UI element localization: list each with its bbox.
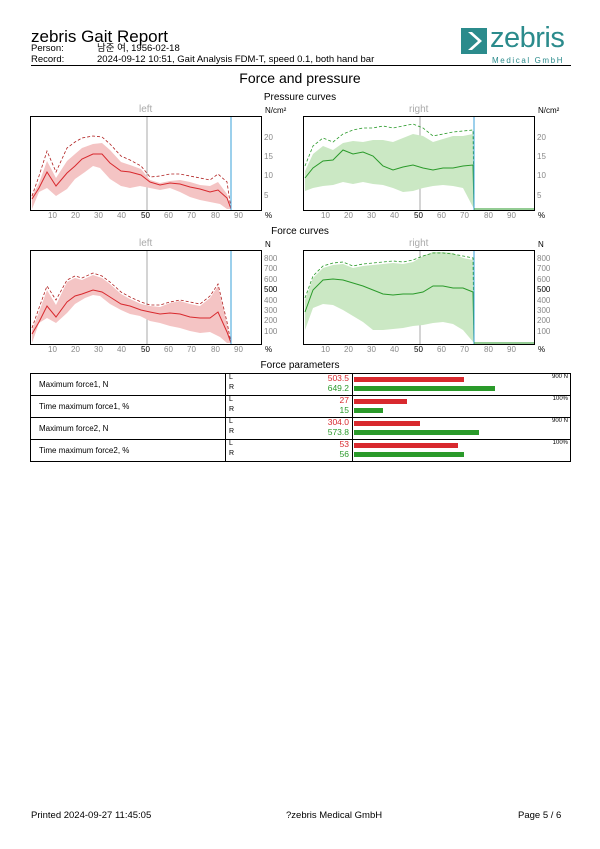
pressure-right-mean	[304, 149, 475, 210]
param-r-value: 573.8	[327, 427, 349, 437]
logo-sub: Medical GmbH	[492, 56, 565, 65]
param-label: Time maximum force1, %	[30, 395, 226, 418]
pressure-left-yticks: 20 15 10 5	[264, 133, 273, 200]
param-r-tag: R	[229, 428, 235, 435]
param-l-bar	[354, 443, 458, 448]
pressure-left-max	[31, 135, 232, 210]
pressure-left-xticks: 10 20 30 40 50 60 70 80 90	[48, 211, 243, 220]
pressure-right-chart	[303, 116, 535, 211]
pressure-unit-left: N/cm²	[265, 106, 287, 115]
force-title: Force curves	[271, 226, 329, 237]
record-label: Record:	[31, 54, 65, 65]
pressure-left-label: left	[139, 104, 153, 115]
param-bars: 100%	[352, 395, 571, 418]
param-r-value: 649.2	[327, 383, 349, 393]
pressure-left-xunit: %	[265, 211, 273, 220]
force-right-yticks: 800 700 600 500 400 300 200 100	[537, 254, 551, 336]
force-right-max	[304, 252, 475, 344]
force-unit-right: N	[538, 240, 544, 249]
record-row: Record: 2024-09-12 10:51, Gait Analysis F…	[31, 54, 374, 65]
force-unit-left: N	[265, 240, 271, 249]
person-row: Person: 남준 여, 1956-02-18	[31, 43, 180, 54]
pressure-right-xticks: 10 20 30 40 50 60 70 80 90	[321, 211, 516, 220]
param-l-tag: L	[229, 374, 233, 381]
param-bars: 900 N	[352, 417, 571, 440]
pressure-unit-right: N/cm²	[538, 106, 560, 115]
pressure-right-xunit: %	[538, 211, 546, 220]
param-l-value: 503.5	[327, 373, 349, 383]
person-label: Person:	[31, 43, 64, 54]
param-bars: 900 N	[352, 373, 571, 396]
force-left-xticks: 10 20 30 40 50 60 70 80 90	[48, 345, 243, 354]
param-l-bar	[354, 377, 464, 382]
param-max: 100%	[552, 440, 568, 446]
printed-date: Printed 2024-09-27 11:45:05	[31, 810, 152, 821]
force-left-xunit: %	[265, 345, 273, 354]
force-right-label: right	[409, 238, 429, 249]
param-r-bar	[354, 408, 383, 413]
param-label: Maximum force2, N	[30, 417, 226, 440]
force-left-label: left	[139, 238, 153, 249]
pressure-right-label: right	[409, 104, 429, 115]
section-title: Force and pressure	[239, 70, 361, 86]
param-r-value: 15	[339, 405, 349, 415]
force-left-band	[32, 275, 231, 343]
param-l-value: 304.0	[327, 417, 349, 427]
param-max: 900 N	[551, 374, 568, 380]
zebris-arrow-logo-icon	[461, 28, 487, 54]
param-label: Time maximum force2, %	[30, 439, 226, 462]
person-value: 남준 여, 1956-02-18	[97, 43, 180, 54]
pressure-left-mean	[31, 153, 232, 210]
param-bars: 100%	[352, 439, 571, 462]
record-value: 2024-09-12 10:51, Gait Analysis FDM-T, s…	[97, 54, 375, 65]
header-divider	[31, 65, 571, 66]
page-number: Page 5 / 6	[518, 810, 562, 821]
param-r-tag: R	[229, 450, 235, 457]
param-l-tag: L	[229, 440, 233, 447]
param-l-tag: L	[229, 396, 233, 403]
param-r-tag: R	[229, 384, 235, 391]
param-l-tag: L	[229, 418, 233, 425]
param-l-value: 27	[339, 395, 349, 405]
force-right-xticks: 10 20 30 40 50 60 70 80 90	[321, 345, 516, 354]
param-row: Maximum force1, N L 503.5 R 649.2 900 N	[30, 373, 571, 396]
force-right-xunit: %	[538, 345, 546, 354]
param-l-value: 53	[339, 439, 349, 449]
param-r-bar	[354, 386, 495, 391]
force-right-chart	[303, 250, 535, 345]
param-row: Time maximum force1, % L 27 R 15 100%	[30, 395, 571, 418]
param-values: L 304.0 R 573.8	[225, 417, 353, 440]
param-l-bar	[354, 421, 420, 426]
force-left-yticks: 800 700 600 500 400 300 200 100	[264, 254, 278, 336]
param-values: L 53 R 56	[225, 439, 353, 462]
param-values: L 27 R 15	[225, 395, 353, 418]
logo-name: zebris	[490, 22, 565, 54]
pressure-left-chart	[30, 116, 262, 211]
params-table: Maximum force1, N L 503.5 R 649.2 900 N Time m…	[30, 373, 571, 462]
pressure-right-max	[304, 123, 475, 210]
param-row: Maximum force2, N L 304.0 R 573.8 900 N	[30, 417, 571, 440]
force-left-mean	[31, 289, 232, 344]
zebris-logo: zebris Medical GmbH	[461, 22, 571, 66]
force-right-mean	[304, 278, 475, 344]
force-left-max	[31, 272, 232, 344]
pressure-title: Pressure curves	[263, 92, 337, 103]
param-r-bar	[354, 452, 464, 457]
params-title: Force parameters	[260, 360, 340, 371]
pressure-right-yticks: 20 15 10 5	[537, 133, 546, 200]
param-r-tag: R	[229, 406, 235, 413]
pressure-right-band	[305, 134, 474, 209]
param-values: L 503.5 R 649.2	[225, 373, 353, 396]
param-r-bar	[354, 430, 479, 435]
param-max: 100%	[552, 396, 568, 402]
footer-company: ?zebris Medical GmbH	[286, 810, 383, 821]
param-max: 900 N	[551, 418, 568, 424]
force-right-band	[305, 252, 474, 343]
param-r-value: 56	[339, 449, 349, 459]
report-title: zebris Gait Report	[31, 27, 168, 46]
force-left-chart	[30, 250, 262, 345]
param-l-bar	[354, 399, 407, 404]
param-label: Maximum force1, N	[30, 373, 226, 396]
param-row: Time maximum force2, % L 53 R 56 100%	[30, 439, 571, 462]
